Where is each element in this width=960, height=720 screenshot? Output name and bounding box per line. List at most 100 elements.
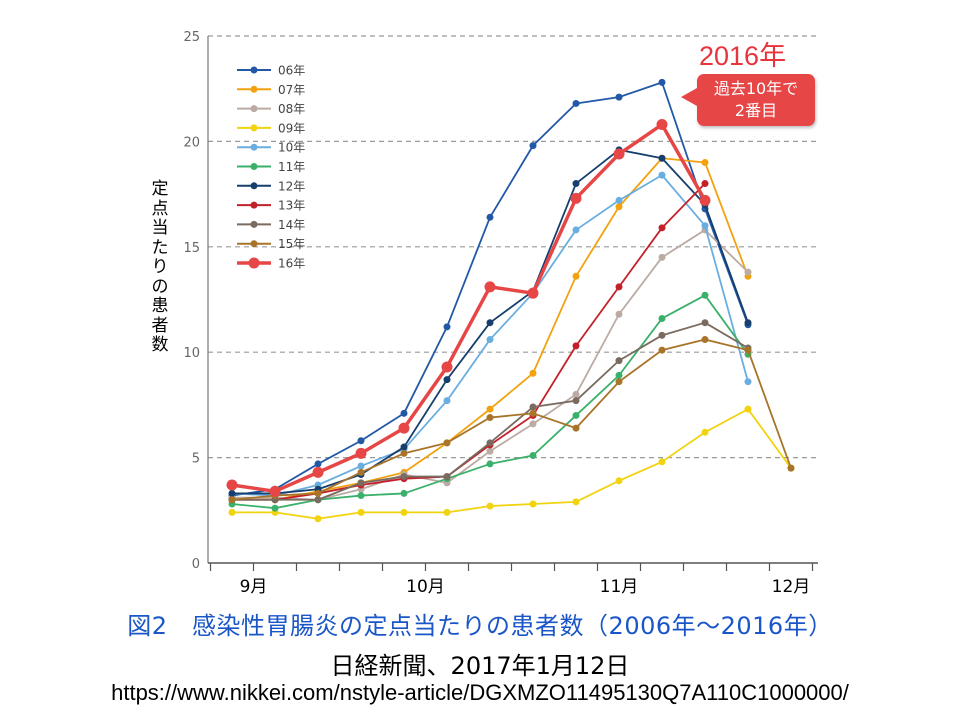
- data-point: [615, 371, 623, 379]
- figure-source: 日経新聞、2017年1月12日: [330, 652, 630, 680]
- data-point: [486, 405, 494, 413]
- data-point: [271, 504, 279, 512]
- legend-entry: 07年: [237, 83, 305, 97]
- annotation-year: 2016年: [699, 41, 787, 71]
- data-point: [357, 479, 365, 487]
- data-point: [572, 342, 580, 350]
- data-point: [486, 460, 494, 468]
- legend-marker: [250, 143, 258, 151]
- legend-entry: 10年: [237, 141, 305, 155]
- legend-entry: 06年: [237, 64, 305, 78]
- data-point: [443, 397, 451, 405]
- data-point: [658, 154, 666, 162]
- data-point: [529, 500, 537, 508]
- data-point: [357, 508, 365, 516]
- series-09年: [228, 405, 795, 523]
- legend-label: 06年: [278, 64, 305, 78]
- data-point: [529, 420, 537, 428]
- data-point: [400, 449, 408, 457]
- y-tick-label: 5: [192, 452, 200, 467]
- data-point: [314, 489, 322, 497]
- data-point: [658, 78, 666, 86]
- data-point: [314, 496, 322, 504]
- y-tick-label: 20: [183, 135, 200, 150]
- data-point: [572, 390, 580, 398]
- data-point: [400, 443, 408, 451]
- legend-marker: [248, 257, 260, 269]
- legend-label: 07年: [278, 83, 305, 97]
- axes: 0 5 10 15 20 25 9月 10月 11月 12月: [183, 30, 818, 597]
- data-point: [658, 331, 666, 339]
- y-tick-label: 10: [183, 346, 200, 361]
- series-line: [231, 338, 792, 501]
- y-tick-label: 15: [183, 241, 200, 256]
- data-point: [529, 409, 537, 417]
- data-point: [744, 346, 752, 354]
- y-tick-label: 0: [192, 557, 200, 572]
- legend-marker: [250, 105, 258, 113]
- data-point: [572, 424, 580, 432]
- data-point: [486, 414, 494, 422]
- data-point: [355, 447, 367, 459]
- annotation-callout: 過去10年で 2番目: [681, 74, 815, 126]
- series-15年: [228, 336, 795, 504]
- data-point: [443, 508, 451, 516]
- legend-label: 14年: [278, 218, 305, 232]
- legend-marker: [250, 201, 258, 209]
- y-axis-label: 定点当たりの患者数: [151, 179, 169, 355]
- data-point: [615, 93, 623, 101]
- data-point: [400, 508, 408, 516]
- legend-label: 12年: [278, 179, 305, 193]
- data-point: [400, 473, 408, 481]
- data-point: [228, 496, 236, 504]
- data-point: [658, 314, 666, 322]
- data-point: [658, 224, 666, 232]
- legend-marker: [250, 240, 258, 248]
- data-point: [486, 319, 494, 327]
- series-line: [232, 408, 792, 520]
- data-point: [529, 403, 537, 411]
- x-tick-label: 11月: [600, 577, 639, 597]
- data-point: [400, 489, 408, 497]
- data-point: [486, 336, 494, 344]
- data-point: [572, 397, 580, 405]
- legend-marker: [250, 124, 258, 132]
- data-point: [744, 378, 752, 386]
- data-point: [226, 479, 238, 491]
- series-lines: [226, 78, 795, 523]
- data-point: [443, 439, 451, 447]
- legend-marker: [250, 220, 258, 228]
- data-point: [484, 281, 496, 293]
- legend-label: 15年: [278, 237, 305, 251]
- data-point: [400, 409, 408, 417]
- legend-entry: 12年: [237, 179, 305, 193]
- data-point: [615, 196, 623, 204]
- data-point: [615, 477, 623, 485]
- data-point: [701, 291, 709, 299]
- data-point: [572, 498, 580, 506]
- x-tick-label: 12月: [772, 577, 811, 597]
- legend-marker: [250, 66, 258, 74]
- legend: 06年 07年 08年 09年 10年 11年 12年 13年 14年 15年 16年: [237, 64, 305, 271]
- legend-marker: [250, 163, 258, 170]
- data-point: [228, 508, 236, 516]
- data-point: [658, 346, 666, 354]
- data-point: [658, 458, 666, 466]
- x-tick-label: 10月: [406, 577, 445, 597]
- data-point: [744, 405, 752, 413]
- series-line: [231, 122, 707, 494]
- data-point: [570, 192, 582, 204]
- data-point: [357, 492, 365, 500]
- data-point: [269, 485, 281, 497]
- data-point: [443, 376, 451, 384]
- data-point: [357, 437, 365, 445]
- data-point: [314, 460, 322, 468]
- data-point: [701, 180, 709, 188]
- data-point: [443, 473, 451, 481]
- data-point: [787, 464, 795, 472]
- data-point: [529, 142, 537, 150]
- data-point: [443, 323, 451, 331]
- data-point: [615, 378, 623, 386]
- data-point: [572, 411, 580, 419]
